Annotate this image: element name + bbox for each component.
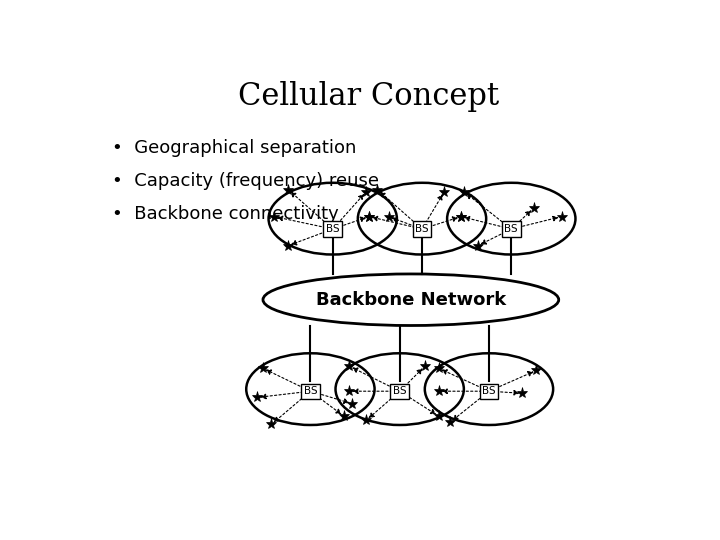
Text: BS: BS <box>505 224 518 234</box>
Text: Backbone Network: Backbone Network <box>316 291 506 309</box>
Text: •  Capacity (frequency) reuse: • Capacity (frequency) reuse <box>112 172 379 190</box>
Text: BS: BS <box>393 386 407 396</box>
Text: BS: BS <box>326 224 340 234</box>
Text: Cellular Concept: Cellular Concept <box>238 82 500 112</box>
Text: BS: BS <box>304 386 318 396</box>
Text: BS: BS <box>482 386 496 396</box>
Text: •  Geographical separation: • Geographical separation <box>112 139 356 157</box>
Text: •  Backbone connectivity: • Backbone connectivity <box>112 206 339 224</box>
Text: BS: BS <box>415 224 429 234</box>
